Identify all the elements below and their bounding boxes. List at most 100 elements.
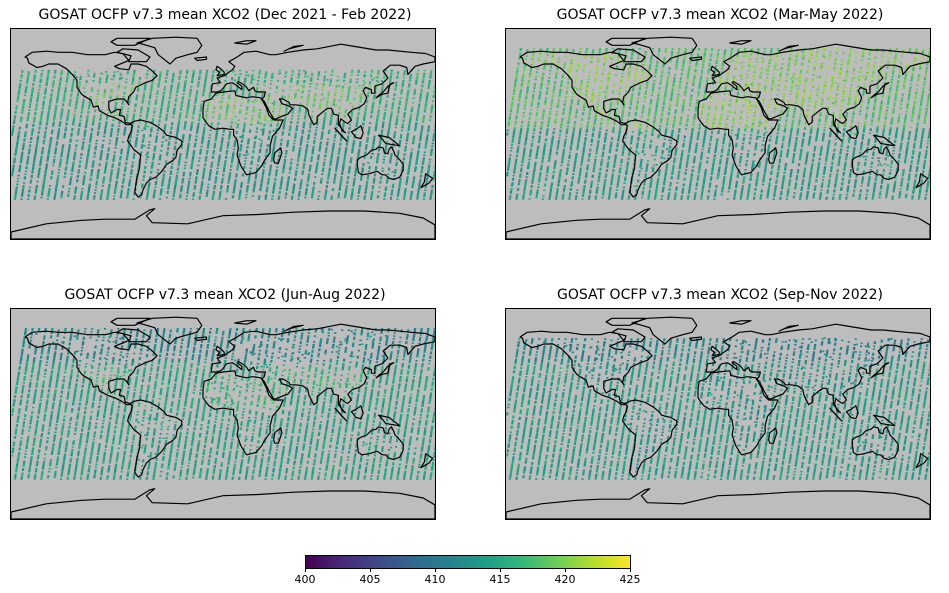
xco2-sounding: [307, 179, 310, 181]
xco2-sounding: [168, 180, 171, 183]
xco2-sounding: [19, 166, 22, 168]
xco2-sounding: [345, 144, 348, 146]
xco2-sounding: [272, 186, 276, 189]
xco2-sounding: [551, 53, 555, 56]
xco2-sounding: [109, 97, 112, 100]
xco2-sounding: [323, 198, 326, 200]
xco2-sounding: [90, 88, 94, 91]
xco2-sounding: [225, 151, 228, 154]
xco2-sounding: [63, 136, 66, 139]
xco2-sounding: [387, 131, 390, 133]
xco2-sounding: [561, 77, 564, 79]
xco2-sounding: [53, 77, 56, 79]
xco2-sounding: [102, 177, 106, 180]
xco2-sounding: [508, 119, 511, 121]
xco2-sounding: [195, 93, 198, 95]
xco2-sounding: [560, 125, 563, 127]
xco2-sounding: [152, 195, 155, 197]
xco2-sounding: [291, 195, 294, 197]
xco2-sounding: [49, 97, 53, 100]
xco2-sounding: [206, 110, 209, 113]
xco2-sounding: [60, 74, 63, 76]
xco2-sounding: [339, 139, 342, 142]
xco2-sounding: [389, 157, 392, 159]
xco2-sounding: [187, 103, 190, 105]
xco2-sounding: [292, 106, 295, 108]
xco2-sounding: [292, 148, 295, 151]
xco2-sounding: [50, 173, 53, 175]
xco2-sounding: [30, 179, 33, 181]
xco2-sounding: [113, 112, 116, 114]
xco2-sounding: [160, 189, 163, 191]
xco2-sounding: [221, 177, 224, 180]
xco2-sounding: [79, 75, 82, 78]
xco2-sounding: [29, 141, 32, 143]
xco2-sounding: [179, 113, 182, 116]
xco2-sounding: [536, 189, 539, 191]
xco2-sounding: [166, 192, 169, 194]
xco2-sounding: [372, 182, 375, 184]
xco2-sounding: [120, 192, 123, 194]
xco2-sounding: [383, 195, 386, 197]
xco2-sounding: [307, 176, 310, 178]
xco2-sounding: [533, 84, 536, 86]
xco2-sounding: [202, 134, 205, 136]
xco2-sounding: [370, 155, 373, 158]
xco2-sounding: [351, 192, 354, 194]
xco2-sounding: [556, 190, 559, 193]
xco2-sounding: [396, 118, 399, 120]
xco2-sounding: [18, 128, 21, 130]
xco2-sounding: [271, 154, 274, 156]
xco2-sounding: [415, 81, 418, 84]
xco2-sounding: [416, 157, 419, 159]
xco2-sounding: [323, 158, 326, 161]
xco2-sounding: [390, 155, 393, 158]
xco2-sounding: [317, 154, 320, 156]
xco2-sounding: [276, 125, 279, 127]
xco2-sounding: [368, 85, 371, 88]
xco2-sounding: [40, 72, 43, 75]
xco2-sounding: [409, 158, 412, 161]
xco2-sounding: [170, 128, 173, 130]
xco2-sounding: [85, 120, 88, 123]
xco2-sounding: [133, 69, 136, 72]
xco2-sounding: [308, 90, 311, 92]
xco2-sounding: [388, 125, 391, 127]
xco2-sounding: [142, 179, 145, 181]
xco2-sounding: [30, 97, 33, 100]
xco2-sounding: [275, 170, 278, 173]
xco2-sounding: [255, 93, 258, 95]
xco2-sounding: [250, 123, 253, 126]
xco2-sounding: [218, 155, 221, 158]
xco2-sounding: [514, 123, 517, 126]
xco2-sounding: [384, 109, 387, 111]
xco2-sounding: [551, 141, 554, 143]
xco2-sounding: [148, 101, 151, 104]
xco2-sounding: [567, 119, 570, 121]
xco2-sounding: [422, 157, 425, 159]
xco2-sounding: [511, 97, 515, 100]
xco2-sounding: [212, 69, 215, 72]
xco2-sounding: [390, 154, 393, 156]
xco2-sounding: [77, 90, 80, 92]
xco2-sounding: [210, 85, 213, 88]
xco2-sounding: [244, 118, 247, 120]
xco2-sounding: [147, 144, 151, 146]
xco2-sounding: [260, 179, 264, 181]
xco2-sounding: [153, 189, 156, 191]
xco2-sounding: [223, 167, 226, 170]
xco2-sounding: [521, 80, 524, 82]
xco2-sounding: [315, 170, 318, 173]
xco2-sounding: [186, 192, 189, 194]
xco2-sounding: [347, 135, 350, 138]
xco2-sounding: [394, 170, 397, 173]
xco2-sounding: [560, 120, 564, 123]
xco2-sounding: [179, 195, 182, 197]
xco2-sounding: [514, 81, 517, 84]
xco2-sounding: [396, 198, 399, 200]
xco2-sounding: [312, 103, 315, 105]
xco2-sounding: [65, 161, 69, 164]
xco2-sounding: [427, 131, 430, 133]
xco2-sounding: [184, 161, 187, 164]
xco2-sounding: [53, 75, 56, 78]
